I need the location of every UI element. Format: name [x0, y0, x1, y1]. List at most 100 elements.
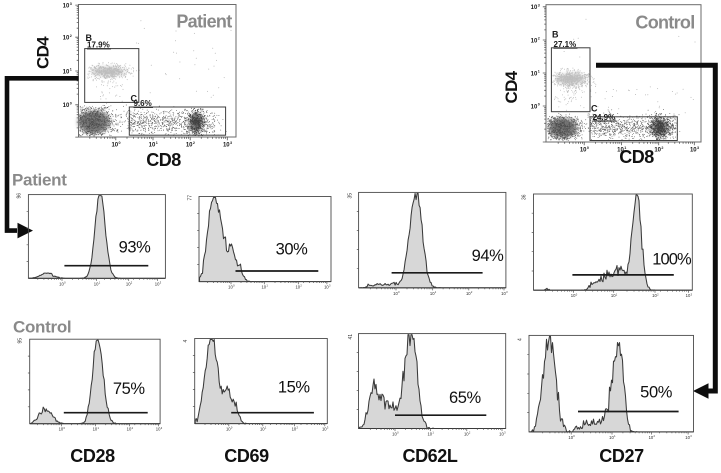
svg-text:10: 10 — [260, 427, 265, 432]
svg-text:30%: 30% — [276, 241, 309, 259]
svg-text:0: 0 — [64, 426, 66, 430]
svg-text:10: 10 — [63, 103, 70, 109]
svg-text:10: 10 — [617, 148, 624, 154]
svg-text:10: 10 — [685, 435, 690, 440]
svg-text:1: 1 — [616, 292, 618, 296]
svg-text:0: 0 — [398, 290, 400, 294]
svg-text:41: 41 — [348, 334, 354, 340]
svg-text:10: 10 — [156, 427, 161, 432]
svg-text:17.9%: 17.9% — [87, 41, 110, 50]
svg-text:2: 2 — [131, 280, 133, 284]
svg-text:3: 3 — [230, 141, 232, 145]
svg-text:10: 10 — [63, 4, 70, 10]
svg-text:1: 1 — [99, 280, 101, 284]
svg-text:10: 10 — [295, 285, 300, 290]
svg-text:2: 2 — [193, 141, 195, 145]
svg-text:50%: 50% — [640, 384, 673, 402]
svg-text:3: 3 — [160, 280, 162, 284]
svg-text:10: 10 — [155, 281, 160, 286]
svg-text:3: 3 — [538, 4, 540, 8]
svg-text:0: 0 — [119, 141, 121, 145]
svg-text:15%: 15% — [278, 379, 311, 397]
svg-text:10: 10 — [94, 281, 99, 286]
svg-text:3: 3 — [327, 426, 329, 430]
svg-text:10: 10 — [226, 427, 231, 432]
svg-text:10: 10 — [186, 143, 193, 149]
svg-text:10: 10 — [649, 435, 654, 440]
svg-text:10: 10 — [654, 148, 661, 154]
svg-text:CD27: CD27 — [599, 446, 644, 466]
svg-text:10: 10 — [126, 281, 131, 286]
svg-text:96: 96 — [17, 193, 23, 199]
svg-text:1: 1 — [538, 70, 540, 74]
svg-text:94%: 94% — [472, 247, 505, 265]
svg-text:10: 10 — [531, 71, 538, 77]
svg-text:10: 10 — [322, 427, 327, 432]
svg-text:10: 10 — [93, 427, 98, 432]
svg-text:1: 1 — [435, 290, 437, 294]
svg-text:10: 10 — [59, 281, 64, 286]
svg-text:Control: Control — [13, 318, 71, 337]
svg-text:2: 2 — [469, 431, 471, 435]
svg-text:10: 10 — [292, 427, 297, 432]
svg-text:10: 10 — [464, 432, 469, 437]
svg-text:0: 0 — [233, 284, 235, 288]
svg-text:27.1%: 27.1% — [554, 40, 577, 49]
svg-text:10: 10 — [149, 143, 156, 149]
svg-text:1: 1 — [70, 68, 72, 72]
svg-text:10: 10 — [111, 143, 118, 149]
svg-text:B: B — [552, 30, 559, 40]
svg-text:2: 2 — [657, 292, 659, 296]
svg-text:3: 3 — [329, 284, 331, 288]
svg-text:65%: 65% — [449, 389, 482, 407]
svg-text:CD4: CD4 — [34, 36, 53, 69]
svg-text:10: 10 — [690, 148, 697, 154]
svg-text:3: 3 — [506, 290, 508, 294]
svg-text:2: 2 — [300, 284, 302, 288]
svg-text:Patient: Patient — [12, 171, 67, 190]
svg-text:10: 10 — [501, 291, 506, 296]
svg-text:4: 4 — [183, 340, 189, 343]
svg-text:10: 10 — [571, 293, 576, 298]
svg-text:10: 10 — [568, 435, 573, 440]
svg-text:CD4: CD4 — [502, 70, 521, 103]
svg-text:1: 1 — [266, 284, 268, 288]
svg-text:2: 2 — [654, 434, 656, 438]
svg-text:95: 95 — [18, 338, 24, 344]
svg-text:1: 1 — [432, 431, 434, 435]
svg-text:24.9%: 24.9% — [593, 113, 616, 122]
svg-text:10: 10 — [531, 104, 538, 110]
svg-text:3: 3 — [70, 2, 72, 6]
svg-text:10: 10 — [223, 143, 230, 149]
svg-text:10: 10 — [609, 435, 614, 440]
svg-text:4: 4 — [518, 338, 524, 341]
svg-text:10: 10 — [430, 291, 435, 296]
svg-text:2: 2 — [70, 34, 72, 38]
svg-text:93%: 93% — [119, 239, 152, 257]
svg-text:10: 10 — [63, 69, 70, 75]
svg-text:2: 2 — [132, 426, 134, 430]
svg-text:1: 1 — [614, 434, 616, 438]
svg-text:2: 2 — [297, 426, 299, 430]
svg-text:36: 36 — [522, 194, 528, 200]
svg-text:1: 1 — [265, 426, 267, 430]
svg-text:10: 10 — [59, 427, 64, 432]
svg-text:10: 10 — [531, 38, 538, 44]
svg-text:9.6%: 9.6% — [134, 99, 152, 108]
svg-text:10: 10 — [261, 285, 266, 290]
svg-text:10: 10 — [499, 432, 504, 437]
svg-text:10: 10 — [652, 293, 657, 298]
svg-text:10: 10 — [392, 432, 397, 437]
svg-text:CD28: CD28 — [70, 446, 115, 466]
svg-text:10: 10 — [611, 293, 616, 298]
svg-text:C: C — [591, 104, 598, 114]
svg-text:10: 10 — [580, 148, 587, 154]
svg-text:0: 0 — [573, 434, 575, 438]
svg-text:3: 3 — [161, 426, 163, 430]
svg-text:3: 3 — [697, 146, 699, 150]
svg-text:10: 10 — [427, 432, 432, 437]
svg-text:3: 3 — [691, 292, 693, 296]
svg-text:0: 0 — [587, 146, 589, 150]
svg-text:CD62L: CD62L — [402, 446, 457, 466]
svg-text:0: 0 — [64, 280, 66, 284]
